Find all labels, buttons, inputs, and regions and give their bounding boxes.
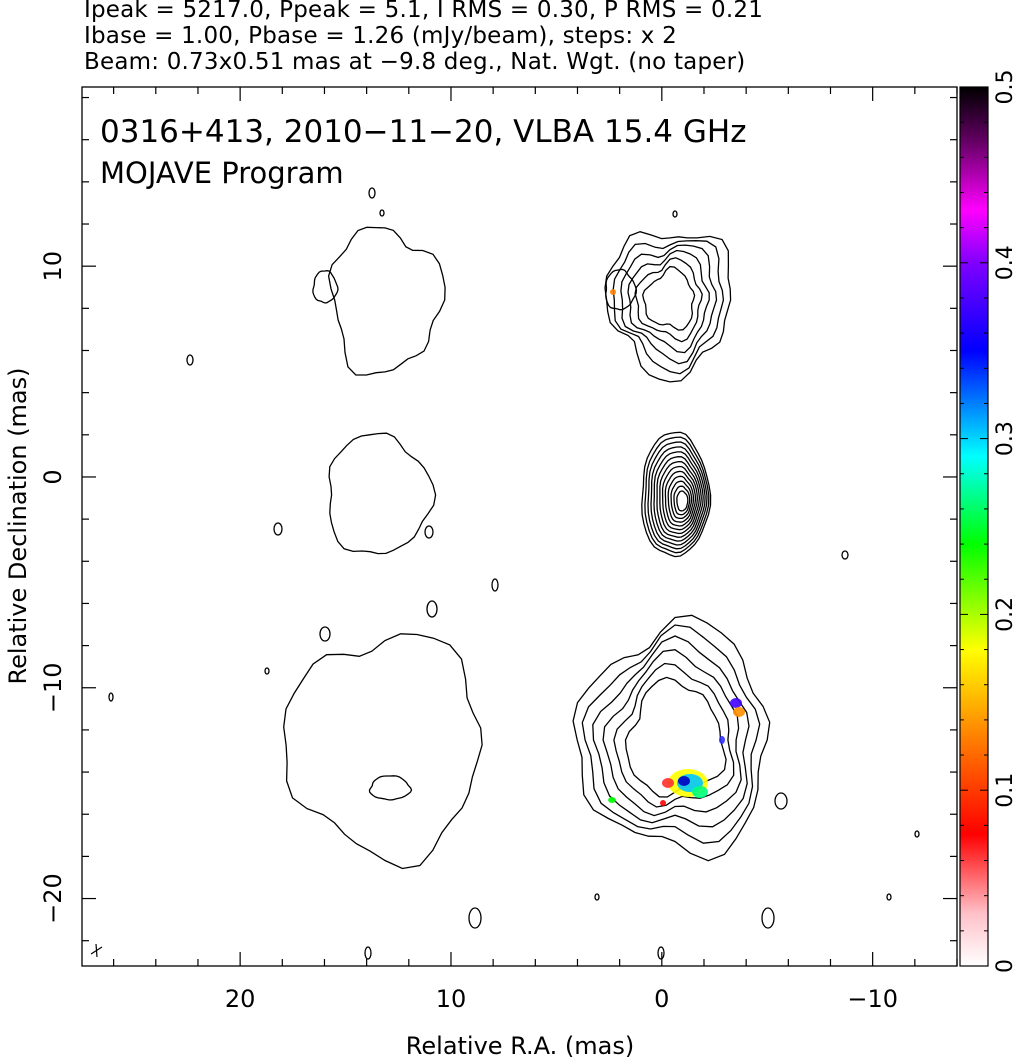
colorbar: 0 0.1 0.2 0.3 0.4 0.5 — [959, 70, 1018, 973]
contour-right-core — [647, 441, 708, 550]
contour-left-bottom-knot — [368, 775, 413, 801]
pol-color-patch — [660, 800, 666, 806]
colorbar-tick-label: 0.4 — [993, 245, 1018, 280]
x-axis-label: Relative R.A. (mas) — [406, 1032, 634, 1060]
x-ticks: 20 10 0 −10 — [113, 87, 958, 1013]
contour-island — [264, 667, 270, 675]
polarization-color-layer — [608, 289, 745, 806]
contour-island — [426, 600, 438, 618]
header-line-1: Ipeak = 5217.0, Ppeak = 5.1, I RMS = 0.3… — [84, 0, 764, 23]
contour-island — [468, 907, 482, 929]
contour-island — [594, 893, 600, 901]
pol-color-patch — [719, 736, 725, 744]
colorbar-tick-label: 0 — [993, 959, 1018, 973]
y-tick-label: −10 — [39, 662, 67, 713]
contour-right-top — [612, 240, 725, 375]
y-tick-label: 10 — [39, 251, 67, 282]
header-line-2: Ibase = 1.00, Pbase = 1.26 (mJy/beam), s… — [84, 23, 677, 49]
contour-island — [774, 792, 788, 810]
x-tick-label: 0 — [654, 985, 669, 1013]
colorbar-ticks: 0 0.1 0.2 0.3 0.4 0.5 — [960, 70, 1018, 973]
contour-island — [886, 893, 892, 901]
contour-island — [186, 354, 194, 366]
x-tick-label: 20 — [225, 985, 256, 1013]
x-tick-label: −10 — [847, 985, 898, 1013]
contour-right-core — [650, 446, 706, 546]
y-tick-label: −20 — [39, 873, 67, 924]
contour-island — [108, 692, 114, 702]
contour-right-top-knot — [605, 268, 638, 311]
contour-island — [368, 187, 376, 199]
beam-marker — [90, 943, 103, 958]
contour-right-core — [673, 485, 691, 516]
pol-color-patch — [730, 698, 742, 708]
contour-island — [914, 830, 920, 838]
contour-right-core — [656, 456, 702, 538]
contour-right-core — [676, 490, 689, 512]
contour-right-core — [644, 436, 710, 554]
contour-island — [761, 907, 775, 929]
contour-island — [657, 946, 665, 960]
plot-frame — [81, 86, 958, 967]
contour-island — [379, 209, 385, 217]
colorbar-tick-label: 0.2 — [993, 597, 1018, 632]
chart-title: 0316+413, 2010−11−20, VLBA 15.4 GHz — [100, 114, 746, 150]
colorbar-tick-label: 0.3 — [993, 421, 1018, 456]
colorbar-ramp — [959, 86, 989, 967]
contour-island — [273, 522, 283, 536]
header-line-3: Beam: 0.73x0.51 mas at −9.8 deg., Nat. W… — [84, 49, 746, 75]
contour-left-top-knot — [312, 270, 339, 304]
contour-left-core — [328, 432, 437, 555]
contour-island — [841, 550, 849, 560]
contour-right-core — [664, 470, 697, 527]
x-tick-label: 10 — [436, 985, 467, 1013]
contour-right-core — [661, 465, 699, 531]
colorbar-tick-label: 0.1 — [993, 773, 1018, 808]
contour-island — [319, 626, 331, 642]
contour-right-top — [642, 265, 696, 331]
y-axis-label: Relative Declination (mas) — [4, 367, 32, 684]
contour-right-core — [667, 475, 695, 523]
contour-right-core — [670, 480, 693, 520]
contour-right-core — [653, 451, 704, 542]
y-ticks: −20 −10 0 10 — [39, 96, 957, 942]
contour-island — [491, 578, 499, 592]
pol-color-patch — [733, 707, 745, 717]
contour-layer — [108, 187, 920, 960]
pol-color-patch — [662, 778, 674, 788]
contour-right-bottom — [602, 649, 742, 817]
contour-island — [424, 525, 434, 539]
contour-right-top — [604, 231, 732, 383]
contour-right-bottom — [572, 614, 771, 862]
colorbar-tick-label: 0.5 — [993, 70, 1018, 105]
contour-right-bottom — [592, 635, 750, 828]
contour-left-bottom — [283, 633, 483, 870]
pol-color-patch — [610, 289, 616, 295]
contour-right-core — [641, 431, 712, 558]
contour-island — [364, 946, 372, 960]
contour-left-top — [327, 226, 446, 376]
contour-right-core — [659, 460, 701, 535]
pol-color-patch — [678, 776, 690, 786]
contour-right-bottom — [581, 624, 761, 844]
pol-color-patch — [608, 797, 616, 803]
pol-color-patch — [692, 786, 708, 798]
contour-right-top — [634, 257, 703, 343]
chart-subtitle: MOJAVE Program — [100, 156, 344, 190]
contour-right-top — [620, 244, 718, 365]
y-tick-label: 0 — [39, 469, 67, 484]
contour-right-top — [627, 249, 710, 354]
contour-island — [672, 210, 678, 218]
